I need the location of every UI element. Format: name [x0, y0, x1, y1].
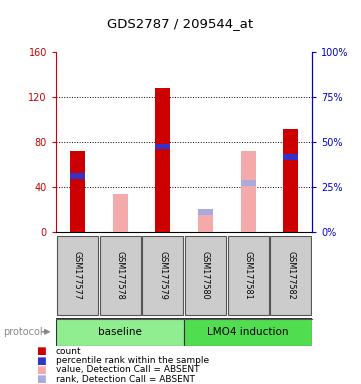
Text: ■: ■: [36, 356, 46, 366]
Bar: [70, 173, 85, 179]
Bar: [185, 236, 226, 315]
Bar: [142, 236, 183, 315]
Text: ■: ■: [36, 365, 46, 375]
Text: GSM177582: GSM177582: [286, 251, 295, 300]
Text: protocol: protocol: [4, 327, 43, 337]
Text: ■: ■: [36, 346, 46, 356]
Bar: [270, 236, 312, 315]
Text: GSM177581: GSM177581: [244, 251, 253, 300]
Bar: [241, 151, 256, 232]
Text: value, Detection Call = ABSENT: value, Detection Call = ABSENT: [56, 365, 200, 374]
Text: rank, Detection Call = ABSENT: rank, Detection Call = ABSENT: [56, 374, 195, 384]
Bar: [198, 213, 213, 232]
Text: baseline: baseline: [98, 327, 142, 337]
Bar: [70, 151, 85, 232]
Bar: [184, 318, 312, 346]
Bar: [100, 236, 140, 315]
Bar: [228, 236, 269, 315]
Bar: [155, 88, 170, 232]
Bar: [241, 180, 256, 185]
Text: count: count: [56, 347, 82, 356]
Text: LMO4 induction: LMO4 induction: [208, 327, 289, 337]
Bar: [56, 318, 184, 346]
Text: GSM177578: GSM177578: [116, 251, 125, 300]
Text: percentile rank within the sample: percentile rank within the sample: [56, 356, 209, 365]
Bar: [198, 209, 213, 215]
Text: GSM177579: GSM177579: [158, 251, 167, 300]
Bar: [283, 129, 299, 232]
Bar: [283, 154, 299, 160]
Bar: [113, 194, 127, 232]
Text: GDS2787 / 209544_at: GDS2787 / 209544_at: [108, 17, 253, 30]
Text: GSM177580: GSM177580: [201, 251, 210, 300]
Text: GSM177577: GSM177577: [73, 251, 82, 300]
Bar: [155, 144, 170, 149]
Text: ■: ■: [36, 374, 46, 384]
Bar: [57, 236, 98, 315]
